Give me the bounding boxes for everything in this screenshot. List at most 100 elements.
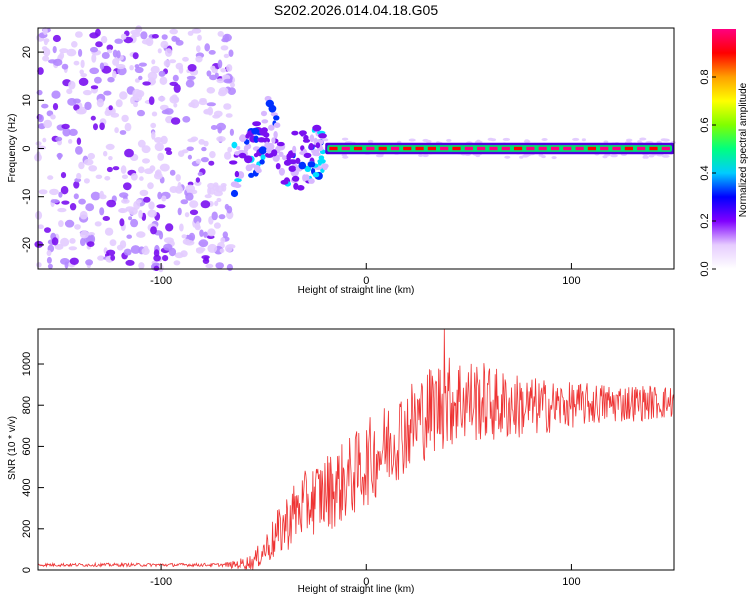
spectrogram-noise-blob	[210, 125, 218, 130]
spectrogram-noise-blob	[137, 109, 145, 117]
spectrogram-noise-blob	[119, 130, 127, 135]
spectrogram-noise-blob	[52, 34, 61, 43]
spectrogram-noise-blob	[68, 246, 78, 251]
spectrogram-noise-blob	[104, 227, 114, 236]
spectrogram-fringe-blob	[276, 141, 285, 147]
spectrogram-noise-blob	[110, 254, 116, 261]
snr-x-label: Height of straight line (km)	[298, 584, 415, 595]
spectrogram-noise-blob	[108, 105, 113, 111]
spectrogram-line-core	[550, 146, 560, 151]
snr-x-tick-label: -100	[150, 576, 172, 588]
spectrogram-fringe-blob	[300, 130, 305, 137]
spectrogram-line-mid	[327, 145, 672, 152]
spectrogram-line-halo	[661, 154, 670, 158]
spectrogram-fringe-blob	[315, 142, 321, 149]
spectrogram-noise-blob	[154, 137, 163, 143]
spectrogram-noise-blob	[57, 207, 67, 213]
spectrogram-fringe-blob	[318, 133, 327, 139]
spectrogram-noise-blob	[126, 234, 132, 239]
spectrogram-noise-blob	[140, 31, 148, 40]
spectrogram-fringe-blob	[288, 159, 298, 165]
spectrogram-noise-blob	[225, 113, 233, 118]
spectrogram-noise-blob	[73, 104, 80, 111]
spectrogram-line-core	[612, 146, 621, 151]
spectrogram-noise-blob	[230, 82, 235, 88]
spectrogram-fringe-blob	[311, 149, 320, 154]
spectrogram-noise-blob	[119, 240, 127, 249]
spectrogram-noise-blob	[203, 256, 209, 262]
spectrogram-noise-blob	[138, 166, 145, 174]
spectrogram-noise-blob	[60, 237, 70, 247]
spectrogram-noise-blob	[169, 28, 178, 35]
spectrogram-fringe-blob	[259, 159, 265, 165]
spectrogram-noise-blob	[153, 265, 160, 271]
spectrogram-noise-blob	[76, 137, 82, 145]
spectrogram-noise-blob	[195, 158, 202, 164]
spectrogram-noise-blob	[203, 231, 208, 238]
spectrogram-noise-blob	[103, 90, 112, 96]
spectrogram-noise-blob	[142, 158, 150, 164]
spectrogram-noise-blob	[221, 37, 229, 43]
spectrogram-noise-blob	[216, 136, 226, 142]
spectrogram-noise-blob	[207, 186, 212, 196]
spectrogram-noise-blob	[71, 41, 78, 48]
colorbar-tick-label: 0.8	[699, 69, 711, 84]
spectrogram-noise-blob	[208, 160, 215, 166]
spectrogram-noise-blob	[223, 103, 232, 110]
spectrogram-noise-blob	[132, 52, 139, 60]
spectrogram-noise-blob	[41, 103, 49, 109]
spectrogram-line-core	[526, 146, 535, 151]
spectrogram-noise-blob	[76, 172, 82, 180]
spectrogram-line-halo	[418, 154, 424, 157]
spectrogram-noise-blob	[190, 136, 199, 142]
spectrogram-noise-blob	[181, 234, 187, 239]
spectrogram-fringe-blob	[307, 161, 316, 168]
spectrogram-noise-blob	[189, 209, 199, 216]
spectrogram-noise-blob	[159, 76, 168, 86]
spectrogram-noise-blob	[170, 117, 181, 125]
spectrogram-noise-blob	[52, 46, 57, 54]
spectrogram-noise-blob	[203, 108, 212, 115]
spectrogram-line-halo	[408, 138, 416, 142]
spectrogram-noise-blob	[119, 208, 126, 213]
spectrogram-noise-blob	[38, 189, 48, 195]
spectrogram-line-core	[390, 146, 400, 151]
spectrogram-noise-blob	[147, 209, 157, 218]
spectrogram-noise-blob	[58, 191, 63, 198]
spectrogram-noise-blob	[78, 198, 86, 205]
spectrogram-x-tick-label: 0	[363, 275, 369, 287]
spectrogram-noise-blob	[115, 63, 126, 70]
spectrogram-noise-blob	[163, 59, 171, 67]
spectrogram-line-halo	[322, 138, 329, 142]
spectrogram-noise-blob	[197, 34, 202, 41]
spectrogram-fringe-blob	[288, 165, 297, 172]
spectrogram-noise-blob	[226, 263, 233, 272]
spectrogram-fringe-blob	[275, 163, 281, 170]
spectrogram-noise-blob	[110, 112, 120, 118]
colorbar-tick-label: 0.0	[699, 261, 711, 276]
spectrogram-fringe-blob	[239, 134, 247, 143]
spectrogram-noise-blob	[130, 173, 138, 181]
spectrogram-noise-blob	[204, 194, 212, 199]
spectrogram-noise-blob	[94, 221, 102, 227]
spectrogram-noise-blob	[86, 241, 95, 248]
spectrogram-noise-blob	[54, 243, 64, 250]
spectrogram-line-halo	[502, 137, 511, 141]
spectrogram-fringe-blob	[303, 134, 309, 141]
spectrogram-noise-blob	[121, 114, 129, 123]
spectrogram-noise-blob	[138, 62, 147, 67]
spectrogram-line-core	[415, 146, 424, 151]
spectrogram-noise-blob	[205, 263, 214, 269]
spectrogram-noise-blob	[99, 190, 104, 198]
spectrogram-noise-blob	[145, 37, 154, 47]
spectrogram-noise-blob	[151, 111, 158, 117]
spectrogram-noise-blob	[217, 31, 224, 37]
spectrogram-noise-blob	[79, 230, 89, 239]
spectrogram-noise-blob	[173, 260, 181, 266]
spectrogram-noise-blob	[227, 146, 233, 153]
spectrogram-fringe-blob	[309, 134, 315, 143]
spectrogram-noise-blob	[93, 123, 98, 131]
spectrogram-noise-blob	[200, 200, 211, 209]
spectrogram-noise-blob	[212, 184, 220, 192]
spectrogram-line-halo	[551, 156, 557, 160]
